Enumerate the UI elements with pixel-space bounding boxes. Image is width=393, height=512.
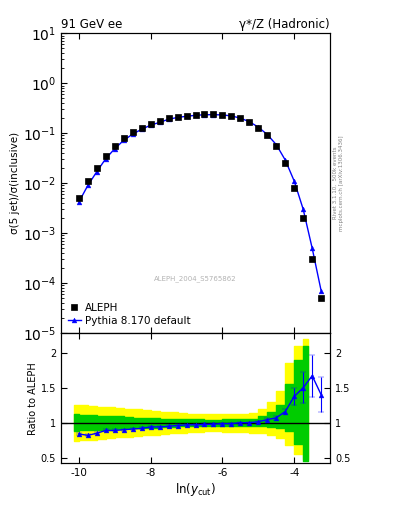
Pythia 8.170 default	[166, 116, 171, 122]
Pythia 8.170 default	[193, 112, 198, 118]
Pythia 8.170 default	[121, 137, 126, 143]
Y-axis label: Ratio to ALEPH: Ratio to ALEPH	[28, 362, 38, 435]
Pythia 8.170 default	[265, 132, 270, 138]
Text: 91 GeV ee: 91 GeV ee	[61, 18, 122, 31]
Pythia 8.170 default	[202, 112, 207, 118]
Text: γ*/Z (Hadronic): γ*/Z (Hadronic)	[239, 18, 330, 31]
Pythia 8.170 default	[211, 112, 216, 118]
Pythia 8.170 default	[274, 142, 279, 148]
Pythia 8.170 default	[229, 113, 234, 119]
Pythia 8.170 default	[139, 126, 144, 132]
Pythia 8.170 default	[94, 168, 99, 175]
X-axis label: ln($y_{\rm cut}$): ln($y_{\rm cut}$)	[175, 481, 216, 498]
Pythia 8.170 default	[283, 157, 288, 163]
Pythia 8.170 default	[301, 206, 306, 212]
Pythia 8.170 default	[292, 178, 297, 184]
Pythia 8.170 default	[85, 182, 90, 188]
Pythia 8.170 default	[77, 199, 81, 205]
Y-axis label: Rivet 3.1.10,  500k events
mcplots.cern.ch [arXiv:1306.3436]: Rivet 3.1.10, 500k events mcplots.cern.c…	[333, 135, 344, 231]
Pythia 8.170 default	[157, 119, 162, 125]
Pythia 8.170 default	[148, 122, 153, 128]
Pythia 8.170 default	[310, 245, 314, 251]
Pythia 8.170 default	[247, 119, 252, 125]
Pythia 8.170 default	[238, 115, 243, 121]
Pythia 8.170 default	[103, 156, 108, 162]
Pythia 8.170 default	[112, 145, 117, 152]
Pythia 8.170 default	[220, 112, 225, 118]
Line: Pythia 8.170 default: Pythia 8.170 default	[76, 112, 323, 293]
Pythia 8.170 default	[175, 114, 180, 120]
Y-axis label: σ(5 jet)/σ(inclusive): σ(5 jet)/σ(inclusive)	[10, 132, 20, 234]
Pythia 8.170 default	[256, 124, 261, 130]
Pythia 8.170 default	[184, 113, 189, 119]
Legend: ALEPH, Pythia 8.170 default: ALEPH, Pythia 8.170 default	[66, 301, 193, 328]
Text: ALEPH_2004_S5765862: ALEPH_2004_S5765862	[154, 275, 237, 283]
Pythia 8.170 default	[130, 131, 135, 137]
Pythia 8.170 default	[319, 288, 323, 294]
